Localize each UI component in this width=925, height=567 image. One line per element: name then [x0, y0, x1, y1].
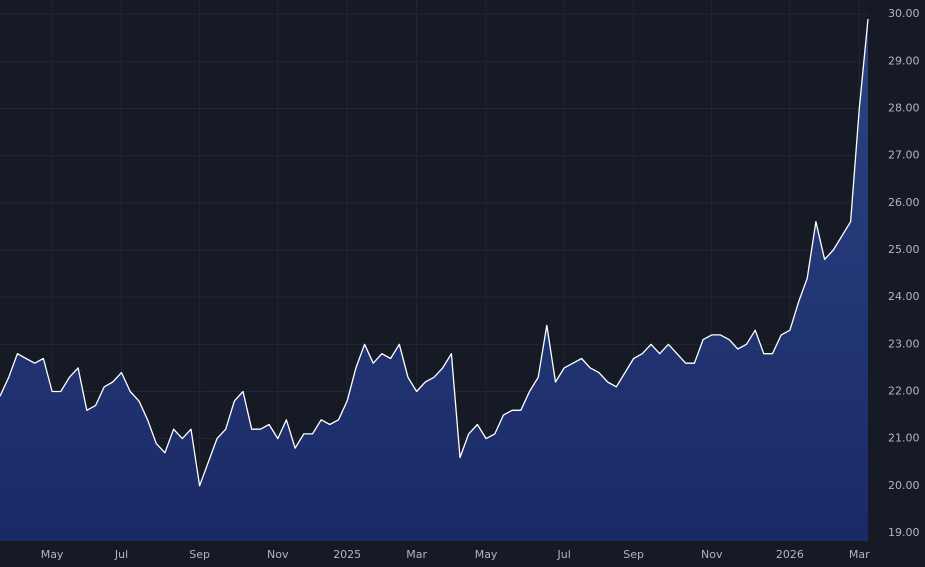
- y-tick-label: 22.00: [888, 384, 920, 397]
- y-tick-label: 19.00: [888, 526, 920, 539]
- y-tick-label: 26.00: [888, 196, 920, 209]
- y-tick-label: 21.00: [888, 432, 920, 445]
- area: [0, 18, 868, 541]
- x-tick-label: 2026: [776, 548, 804, 561]
- x-tick-label: Sep: [623, 548, 644, 561]
- x-tick-label: 2025: [333, 548, 361, 561]
- y-tick-label: 28.00: [888, 101, 920, 114]
- x-tick-label: Mar: [849, 548, 870, 561]
- x-tick-label: May: [41, 548, 64, 561]
- y-tick-label: 23.00: [888, 337, 920, 350]
- x-tick-label: Nov: [701, 548, 723, 561]
- x-tick-label: May: [475, 548, 498, 561]
- x-tick-label: Mar: [406, 548, 427, 561]
- y-tick-label: 29.00: [888, 54, 920, 67]
- x-tick-label: Jul: [114, 548, 128, 561]
- x-tick-label: Nov: [267, 548, 289, 561]
- y-tick-label: 25.00: [888, 243, 920, 256]
- y-tick-label: 24.00: [888, 290, 920, 303]
- price-line: [0, 18, 869, 487]
- x-tick-label: Sep: [189, 548, 210, 561]
- y-tick-label: 27.00: [888, 149, 920, 162]
- y-tick-label: 30.00: [888, 7, 920, 20]
- x-tick-label: Jul: [557, 548, 571, 561]
- y-tick-label: 20.00: [888, 479, 920, 492]
